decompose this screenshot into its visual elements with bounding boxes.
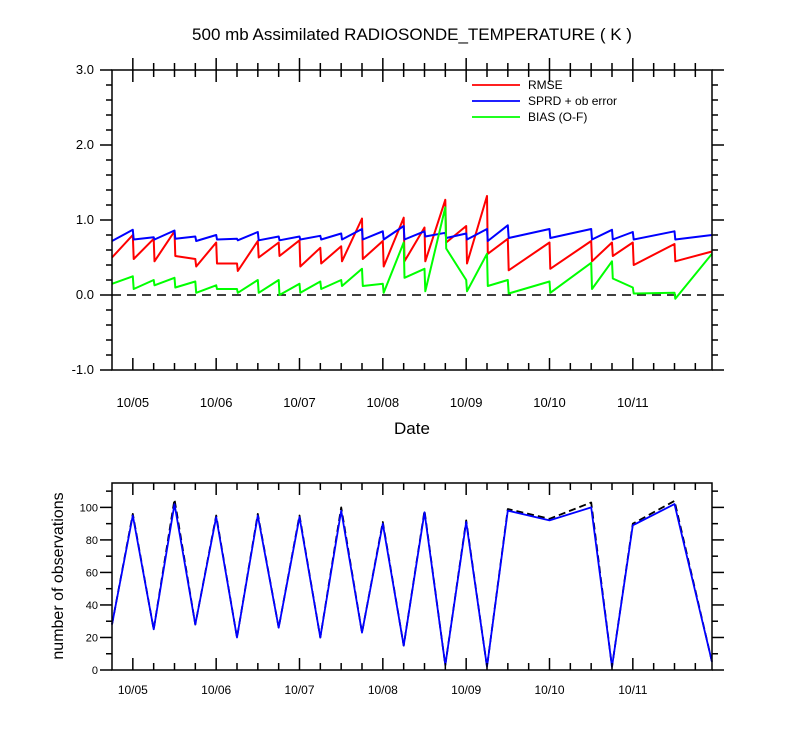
bottom-plot-frame: [111, 482, 713, 671]
x-tick-label: 10/11: [618, 683, 647, 697]
x-tick-label: 10/08: [368, 683, 398, 697]
top-chart-title: 500 mb Assimilated RADIOSONDE_TEMPERATUR…: [192, 25, 632, 44]
x-tick-label: 10/09: [450, 395, 483, 410]
x-tick-label: 10/05: [118, 683, 148, 697]
y-tick-label: 80: [86, 535, 98, 547]
top-x-axis-label: Date: [394, 419, 430, 438]
legend-label-sprd: SPRD + ob error: [528, 94, 617, 108]
series-line-sprd-ob-error: [111, 224, 713, 242]
top-x-tick-labels: 10/05 10/06 10/07 10/08 10/09 10/10 10/11: [117, 395, 649, 410]
x-tick-label: 10/06: [201, 683, 231, 697]
top-y-tick-labels: -1.0 0.0 1.0 2.0 3.0: [72, 62, 94, 377]
x-tick-label: 10/10: [534, 683, 564, 697]
top-series-group: [111, 195, 713, 300]
y-tick-label: -1.0: [72, 362, 94, 377]
bottom-series-group: [111, 498, 713, 668]
legend-label-bias: BIAS (O-F): [528, 110, 587, 124]
legend-item-rmse: RMSE: [472, 78, 563, 92]
y-tick-label: 2.0: [76, 137, 94, 152]
y-tick-label: 60: [86, 567, 98, 579]
series-line-bias-o-f: [111, 206, 713, 300]
top-plot-frame: [111, 69, 713, 371]
bottom-x-tick-labels: 10/05 10/06 10/07 10/08 10/09 10/10 10/11: [118, 683, 648, 697]
x-tick-label: 10/05: [117, 395, 150, 410]
x-tick-label: 10/10: [533, 395, 566, 410]
y-tick-label: 1.0: [76, 212, 94, 227]
legend-item-bias: BIAS (O-F): [472, 110, 587, 124]
series-line-rmse: [111, 195, 713, 272]
x-tick-label: 10/07: [284, 683, 314, 697]
legend: RMSE SPRD + ob error BIAS (O-F): [472, 78, 617, 124]
y-tick-label: 3.0: [76, 62, 94, 77]
x-tick-label: 10/07: [283, 395, 316, 410]
bottom-y-tick-labels: 0 20 40 60 80 100: [80, 502, 98, 677]
x-tick-label: 10/09: [451, 683, 481, 697]
legend-item-sprd: SPRD + ob error: [472, 94, 617, 108]
top-axis-ticks: [100, 58, 724, 371]
y-tick-label: 40: [86, 600, 98, 612]
x-tick-label: 10/06: [200, 395, 233, 410]
legend-label-rmse: RMSE: [528, 78, 563, 92]
y-tick-label: 0: [92, 665, 98, 677]
top-panel: 500 mb Assimilated RADIOSONDE_TEMPERATUR…: [72, 25, 724, 438]
series-line-assimilated-observations: [111, 503, 713, 668]
x-tick-label: 10/11: [617, 395, 649, 410]
y-tick-label: 0.0: [76, 287, 94, 302]
bottom-y-axis-label: number of observations: [50, 492, 67, 659]
y-tick-label: 100: [80, 502, 98, 514]
bottom-axis-ticks: [100, 483, 724, 671]
y-tick-label: 20: [86, 632, 98, 644]
series-line-possible-observations: [111, 498, 713, 668]
x-tick-label: 10/08: [367, 395, 400, 410]
